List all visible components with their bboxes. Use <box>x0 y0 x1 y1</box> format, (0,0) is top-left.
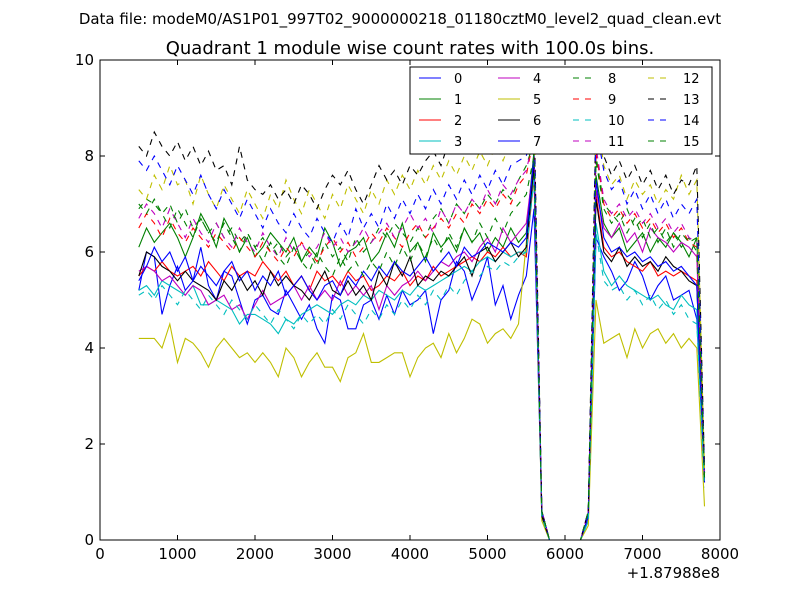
x-tick-label: 8000 <box>701 545 739 563</box>
x-offset-label: +1.87988e8 <box>627 564 720 582</box>
y-tick-label: 8 <box>84 147 94 165</box>
series-line-0 <box>138 208 706 541</box>
figure-suptitle: Data file: modeM0/AS1P01_997T02_90000002… <box>79 10 721 29</box>
legend-label-0: 0 <box>454 72 462 87</box>
series-line-13 <box>138 106 706 541</box>
series-line-4 <box>138 160 706 541</box>
series-line-12 <box>138 107 706 541</box>
y-tick-label: 0 <box>84 531 94 549</box>
legend-label-13: 13 <box>683 93 700 108</box>
x-tick-label: 1000 <box>158 545 196 563</box>
legend-label-14: 14 <box>683 114 700 129</box>
legend-label-11: 11 <box>608 135 625 150</box>
legend-label-1: 1 <box>454 93 462 108</box>
x-tick-label: 5000 <box>468 545 506 563</box>
x-tick-label: 0 <box>95 545 105 563</box>
chart-title: Quadrant 1 module wise count rates with … <box>166 38 655 59</box>
series-line-7 <box>138 155 706 541</box>
legend-label-15: 15 <box>683 135 700 150</box>
y-tick-label: 2 <box>84 435 94 453</box>
x-tick-label: 6000 <box>546 545 584 563</box>
axes-frame <box>99 59 721 541</box>
series-line-9 <box>138 136 706 541</box>
legend-label-12: 12 <box>683 72 700 87</box>
legend-label-4: 4 <box>533 72 541 87</box>
series-line-3 <box>138 170 706 541</box>
legend-label-5: 5 <box>533 93 541 108</box>
legend-label-6: 6 <box>533 114 541 129</box>
legend-label-3: 3 <box>454 135 462 150</box>
plot-series-group <box>138 106 706 541</box>
y-tick-label: 10 <box>75 51 94 69</box>
legend-label-7: 7 <box>533 135 541 150</box>
x-tick-label: 4000 <box>391 545 429 563</box>
legend-frame <box>409 66 713 155</box>
series-line-2 <box>138 175 706 541</box>
legend-label-10: 10 <box>608 114 625 129</box>
series-line-11 <box>138 136 706 541</box>
y-tick-label: 4 <box>84 339 94 357</box>
legend-label-2: 2 <box>454 114 462 129</box>
series-line-6 <box>138 165 706 541</box>
x-tick-label: 7000 <box>623 545 661 563</box>
series-line-5 <box>138 165 706 541</box>
x-tick-label: 2000 <box>236 545 274 563</box>
legend-label-9: 9 <box>608 93 616 108</box>
series-line-15 <box>138 155 706 541</box>
y-tick-label: 6 <box>84 243 94 261</box>
x-tick-label: 3000 <box>313 545 351 563</box>
legend-label-8: 8 <box>608 72 616 87</box>
